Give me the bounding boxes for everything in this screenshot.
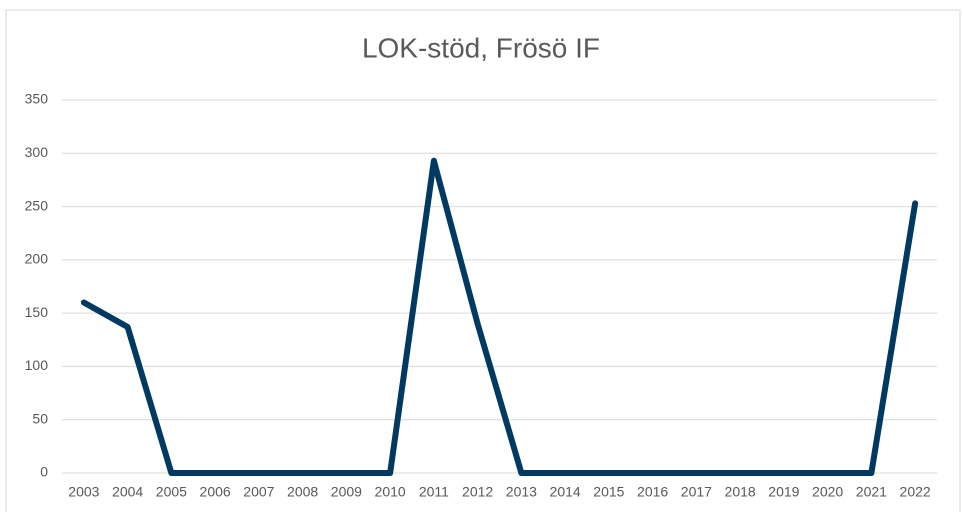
y-tick-label: 150 <box>25 304 49 320</box>
x-tick-label: 2004 <box>112 484 143 500</box>
y-tick-label: 250 <box>25 197 49 213</box>
x-tick-label: 2005 <box>156 484 187 500</box>
x-tick-label: 2016 <box>637 484 668 500</box>
x-tick-label: 2015 <box>593 484 624 500</box>
chart-title: LOK-stöd, Frösö IF <box>362 32 600 63</box>
y-tick-label: 350 <box>25 91 49 107</box>
x-tick-label: 2009 <box>331 484 362 500</box>
chart-border <box>5 9 961 512</box>
data-line <box>80 157 919 476</box>
x-tick-label: 2018 <box>725 484 756 500</box>
x-tick-label: 2017 <box>681 484 712 500</box>
x-tick-label: 2014 <box>550 484 581 500</box>
y-tick-label: 100 <box>25 357 49 373</box>
x-tick-label: 2021 <box>856 484 887 500</box>
y-tick-label: 50 <box>32 410 48 426</box>
x-tick-label: 2022 <box>900 484 931 500</box>
y-tick-label: 0 <box>40 464 48 480</box>
x-tick-label: 2013 <box>506 484 537 500</box>
x-tick-label: 2003 <box>68 484 99 500</box>
y-tick-label: 300 <box>25 144 49 160</box>
x-tick-label: 2019 <box>768 484 799 500</box>
x-tick-label: 2008 <box>287 484 318 500</box>
y-tick-label: 200 <box>25 251 49 267</box>
x-tick-label: 2020 <box>812 484 843 500</box>
x-tick-label: 2007 <box>243 484 274 500</box>
x-tick-label: 2006 <box>200 484 231 500</box>
x-tick-label: 2010 <box>375 484 406 500</box>
x-tick-label: 2011 <box>419 484 449 500</box>
x-tick-label: 2012 <box>462 484 493 500</box>
